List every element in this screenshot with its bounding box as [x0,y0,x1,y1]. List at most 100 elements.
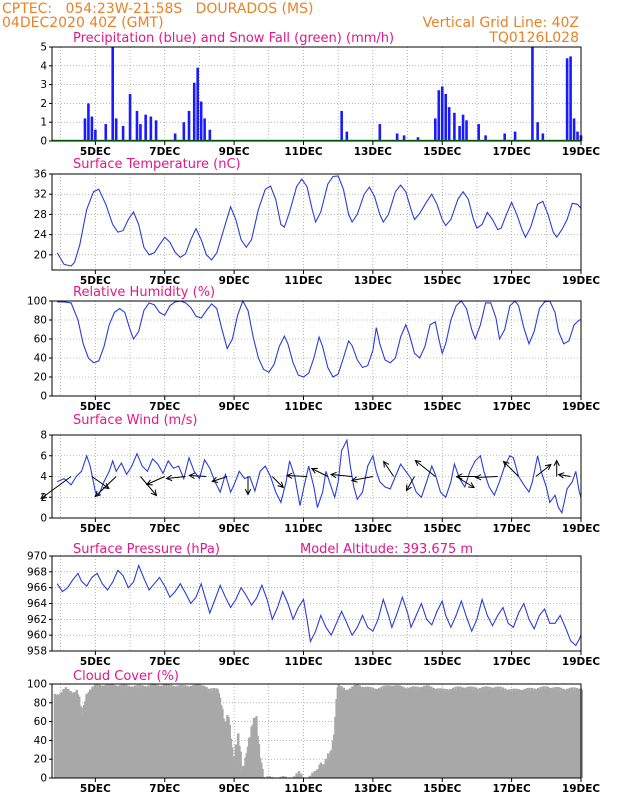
cloud-bar [166,687,170,778]
cloud-bar [170,684,173,778]
cloud-bar [575,687,579,778]
cloud-bar [136,684,139,778]
cloud-bar [505,689,508,778]
cloud-bar [246,746,250,778]
cloud-bar [85,694,88,778]
cloud-bar [152,684,155,778]
cloud-bar [96,684,99,778]
wind-vector [189,475,207,477]
precip-bar [541,133,545,141]
wind-vector [503,461,519,477]
wind-arrowhead [455,473,463,480]
precip-bar [444,94,448,141]
y-tick-label: 4 [40,60,47,72]
cloud-bar [507,689,511,778]
cloud-bar [377,687,381,778]
cloud-bar [495,689,499,778]
precip-bar [340,110,343,141]
cloud-bar [451,687,455,778]
cloud-bar [189,685,193,778]
y-tick-label: 20 [34,372,47,384]
precip-bar [461,114,465,141]
cloud-bar [403,687,406,778]
panel-frame [51,173,582,271]
wind-arrowhead [277,481,285,489]
cloud-bar [448,689,451,778]
cloud-bar [116,686,120,778]
cloud-bar [342,687,346,778]
x-tick-label: 17DEC [493,783,532,795]
panel-frame [51,46,582,142]
cloud-bar [427,685,431,778]
y-tick-label: 100 [27,296,47,308]
x-tick-label: 13DEC [354,656,393,668]
y-tick-label: 2 [40,98,47,110]
x-tick-label: 11DEC [284,783,323,795]
cloud-bar [198,687,201,778]
cloud-bar [573,687,576,778]
cloud-bar [538,689,541,778]
wind-arrowhead [211,476,219,483]
wind-arrowhead [405,484,412,492]
wind-arrowhead [165,474,173,482]
cloud-bar [313,770,316,778]
cloud-bar [61,692,64,778]
cloud-bar [104,684,108,778]
cloud-bar [268,776,272,778]
x-tick-label: 19DEC [562,656,601,668]
cloud-bar [348,688,352,778]
cloud-bar [529,691,533,778]
y-tick-label: 968 [27,566,47,578]
precip-bar [503,133,506,141]
series-line [56,438,582,515]
wind-vector [286,475,307,477]
panel-2: 0 20 40 60 80 100 5DEC 7DEC 9DEC 11DEC 13DEC 15DEC 1… [27,296,600,414]
wind-arrowhead [544,463,552,471]
cloud-bar [400,686,404,778]
cloud-bar [133,685,137,778]
precip-bar [378,124,382,141]
cloud-bar [115,686,119,778]
cloud-bar [577,689,580,778]
wind-arrowhead [557,472,565,479]
cloud-bar [494,686,497,778]
y-tick-label: 970 [27,551,47,563]
cloud-bar [416,686,420,778]
cloud-bar [519,689,523,778]
cloud-bar [555,686,558,778]
cloud-bar [249,736,252,778]
cloud-bar [511,692,514,778]
cloud-bar [57,695,60,778]
cloud-bar [114,685,117,778]
cloud-bar [518,690,522,778]
cloud-bar [138,684,142,778]
cloud-bar [506,689,509,778]
cloud-bar [535,689,539,778]
cloud-bar [540,690,543,778]
cloud-bar [498,690,501,778]
cloud-bar [478,688,482,778]
cloud-bar [245,753,248,778]
cloud-bar [148,687,151,778]
cloud-bar [365,689,369,778]
cloud-bar [213,690,217,778]
x-tick-label: 7DEC [149,401,180,413]
cloud-bar [527,691,530,778]
cloud-bar [82,705,86,778]
cloud-bar [374,688,377,778]
cloud-bar [195,688,199,778]
cloud-bar [383,689,387,778]
cloud-bar [255,716,258,778]
wind-vector [331,474,353,477]
precip-bar [437,90,441,141]
cloud-bar [147,685,150,778]
cloud-bar [132,687,136,778]
cloud-bar [456,686,460,778]
cloud-bar [415,689,418,778]
x-tick-label: 15DEC [423,401,462,413]
cloud-bar [432,687,435,778]
cloud-bar [184,687,188,778]
y-tick-label: 40 [34,735,47,747]
cloud-bar [536,688,540,778]
cloud-bar [376,689,380,778]
